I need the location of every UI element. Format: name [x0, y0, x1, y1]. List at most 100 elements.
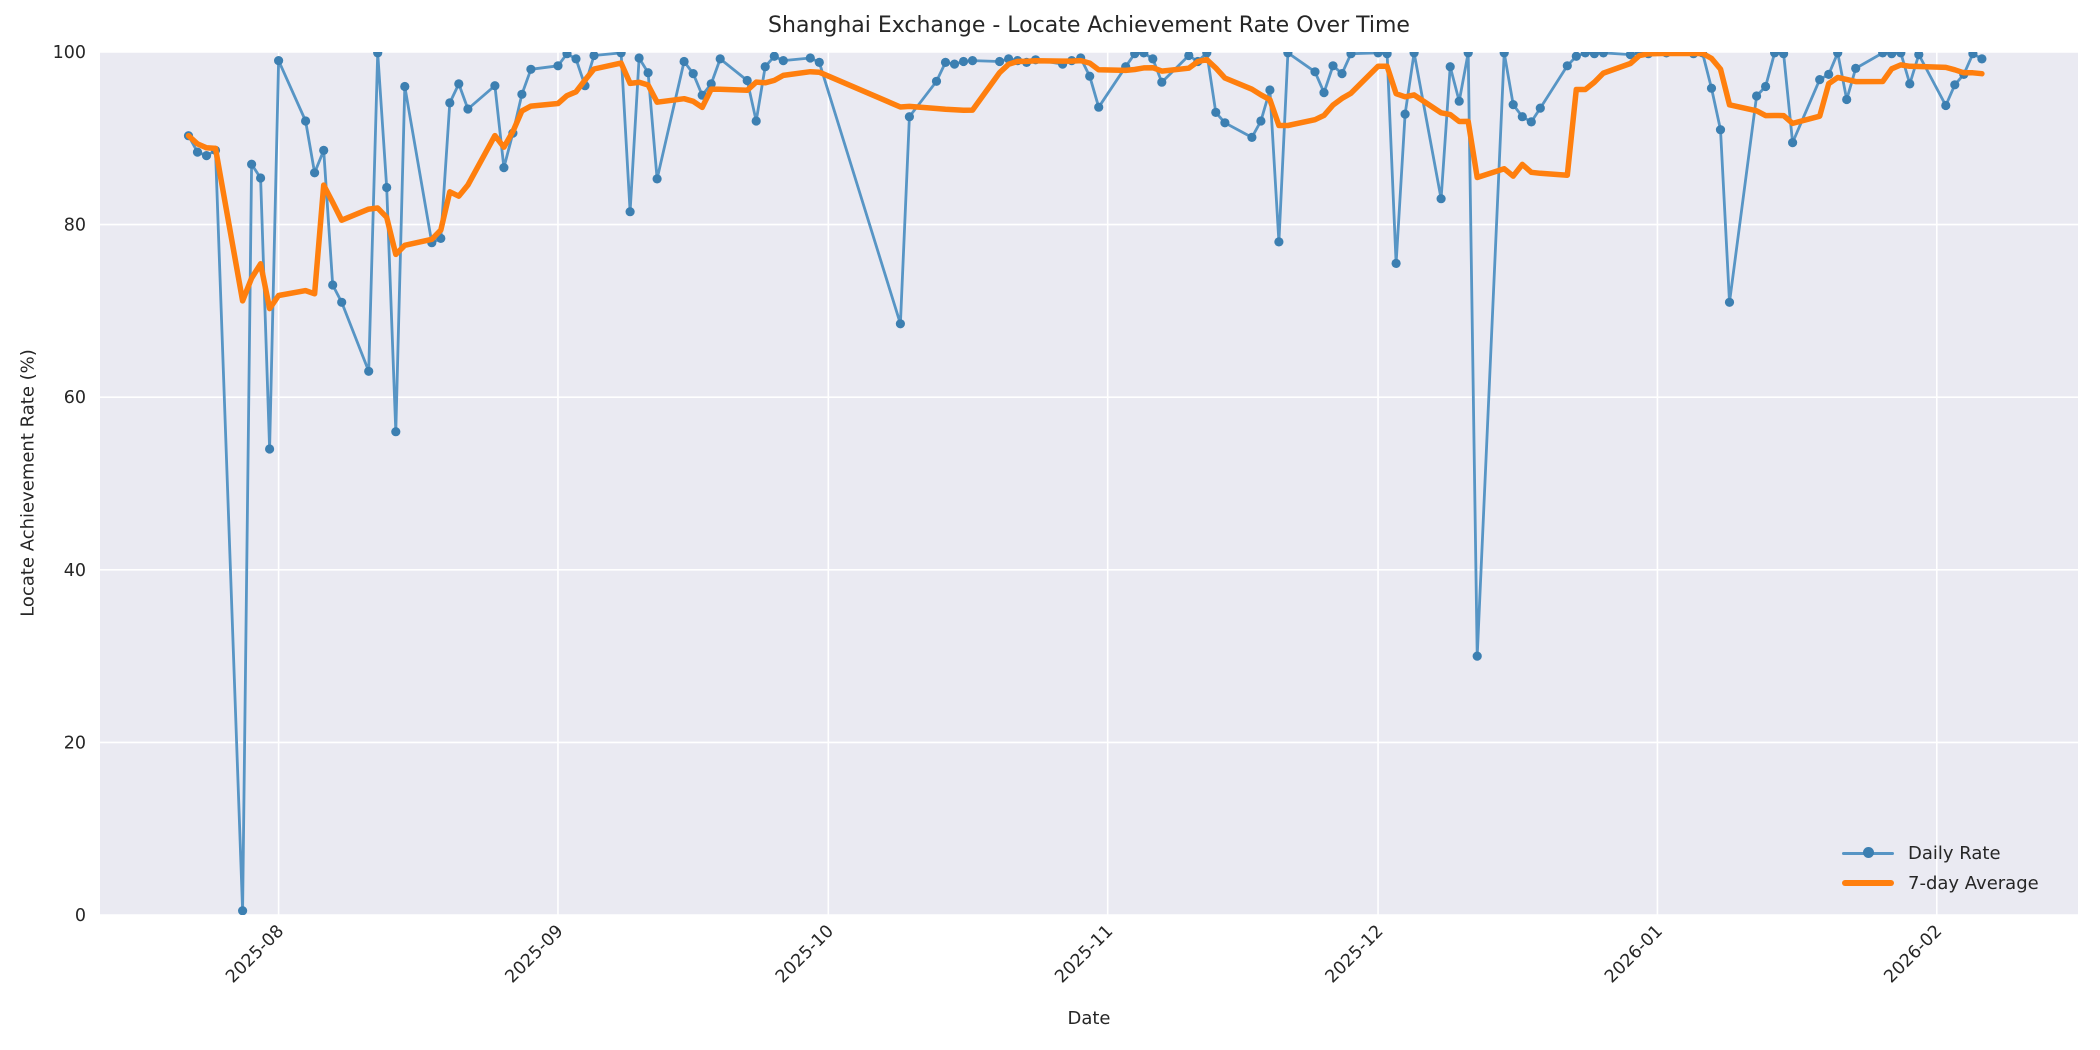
daily-rate-marker [1878, 52, 1888, 58]
daily-rate-marker [949, 59, 960, 69]
daily-rate-marker [652, 174, 662, 184]
daily-rate-marker [1130, 52, 1140, 59]
daily-rate-marker [1400, 109, 1410, 119]
daily-rate-marker [1454, 96, 1464, 106]
x-tick-label: 2026-01 [1601, 921, 1667, 987]
plot-series-group [183, 52, 1987, 915]
daily-rate-marker [1517, 112, 1527, 122]
daily-rate-marker [679, 56, 689, 67]
daily-rate-marker [553, 61, 563, 71]
daily-rate-marker [1220, 118, 1230, 128]
daily-rate-marker [364, 366, 374, 376]
daily-rate-marker [1499, 52, 1509, 58]
daily-rate-marker [1815, 75, 1825, 85]
daily-rate-marker [1842, 94, 1852, 105]
chart-title: Shanghai Exchange - Locate Achievement R… [768, 13, 1410, 38]
daily-rate-marker [1770, 52, 1780, 58]
daily-rate-marker [1328, 61, 1338, 71]
daily-rate-marker [625, 207, 635, 217]
daily-rate-marker [1409, 52, 1419, 58]
daily-rate-marker [1436, 194, 1446, 204]
daily-rate-marker [445, 98, 455, 108]
daily-rate-marker [571, 54, 581, 64]
daily-rate-marker [256, 173, 266, 183]
daily-rate-marker [616, 52, 626, 58]
daily-rate-marker [1977, 54, 1987, 64]
daily-rate-marker [1310, 67, 1320, 77]
daily-rate-marker [490, 81, 500, 91]
y-axis-label: Locate Achievement Rate (%) [17, 349, 39, 617]
daily-rate-marker [1391, 258, 1401, 268]
daily-rate-line-swatch [1842, 846, 1894, 860]
daily-rate-marker [751, 116, 761, 126]
legend-label-daily-rate: Daily Rate [1908, 842, 2001, 864]
daily-rate-marker-icon [1863, 847, 1874, 858]
x-tick-label: 2025-10 [772, 921, 838, 987]
daily-rate-marker [1941, 100, 1951, 111]
daily-rate-marker [814, 57, 824, 67]
daily-rate-marker [895, 319, 906, 329]
daily-rate-marker [904, 112, 915, 122]
daily-rate-marker [1833, 52, 1843, 58]
daily-rate-marker [1914, 52, 1924, 60]
daily-rate-marker [337, 297, 347, 307]
daily-rate-marker [1463, 52, 1473, 58]
daily-rate-marker [454, 79, 464, 89]
y-tick-label: 80 [64, 216, 86, 236]
daily-rate-marker [1382, 52, 1392, 59]
daily-rate-marker [1247, 132, 1257, 142]
daily-rate-marker [1968, 52, 1978, 59]
daily-rate-marker [301, 116, 311, 126]
daily-rate-marker [1472, 651, 1482, 661]
daily-rate-marker [1139, 52, 1149, 58]
avg-line-swatch [1842, 876, 1894, 890]
daily-rate-marker [1373, 52, 1383, 58]
daily-rate-marker [1526, 117, 1536, 127]
daily-rate-marker [1779, 52, 1789, 59]
daily-rate-marker [958, 56, 969, 67]
x-tick-label: 2025-08 [222, 921, 288, 987]
daily-rate-marker [760, 62, 770, 72]
daily-rate-marker [1337, 69, 1347, 79]
daily-rate-marker [1085, 71, 1095, 81]
daily-rate-marker [706, 79, 716, 89]
daily-rate-marker [1625, 52, 1635, 60]
daily-rate-marker [715, 54, 725, 64]
daily-rate-marker [274, 56, 284, 66]
avg-line-icon [1842, 880, 1894, 886]
daily-rate-marker [805, 53, 815, 63]
daily-rate-marker [238, 906, 248, 915]
daily-rate-marker [328, 280, 338, 290]
daily-rate-marker [1508, 100, 1518, 110]
daily-rate-marker [373, 52, 383, 58]
daily-rate-marker [1580, 52, 1590, 58]
seven-day-average-line [185, 52, 1985, 312]
daily-rate-marker [1571, 52, 1581, 61]
daily-rate-marker [1211, 107, 1221, 117]
x-tick-label: 2025-12 [1322, 921, 1388, 987]
daily-rate-marker [1950, 80, 1960, 90]
daily-rate-marker [310, 168, 320, 178]
daily-rate-marker [1265, 85, 1275, 95]
daily-rate-marker [1715, 125, 1726, 135]
daily-rate-marker [742, 75, 752, 86]
daily-rate-marker [778, 56, 788, 66]
daily-rate-marker [634, 53, 644, 63]
daily-rate-marker [643, 68, 653, 78]
daily-rate-marker [1283, 52, 1293, 58]
daily-rate-marker [769, 52, 779, 61]
daily-rate-marker [1905, 79, 1915, 89]
daily-rate-marker [995, 56, 1005, 67]
daily-rate-marker [1256, 116, 1266, 126]
daily-rate-marker [382, 182, 392, 193]
daily-rate-marker [1887, 52, 1897, 59]
x-tick-label: 2025-11 [1051, 921, 1117, 987]
daily-rate-marker [1445, 62, 1455, 72]
daily-rate-marker [1788, 138, 1798, 148]
x-tick-label: 2025-09 [502, 921, 568, 987]
daily-rate-marker [1202, 52, 1212, 58]
daily-rate-marker [940, 57, 951, 67]
daily-rate-marker [526, 64, 536, 74]
daily-rate-marker [1184, 52, 1194, 61]
